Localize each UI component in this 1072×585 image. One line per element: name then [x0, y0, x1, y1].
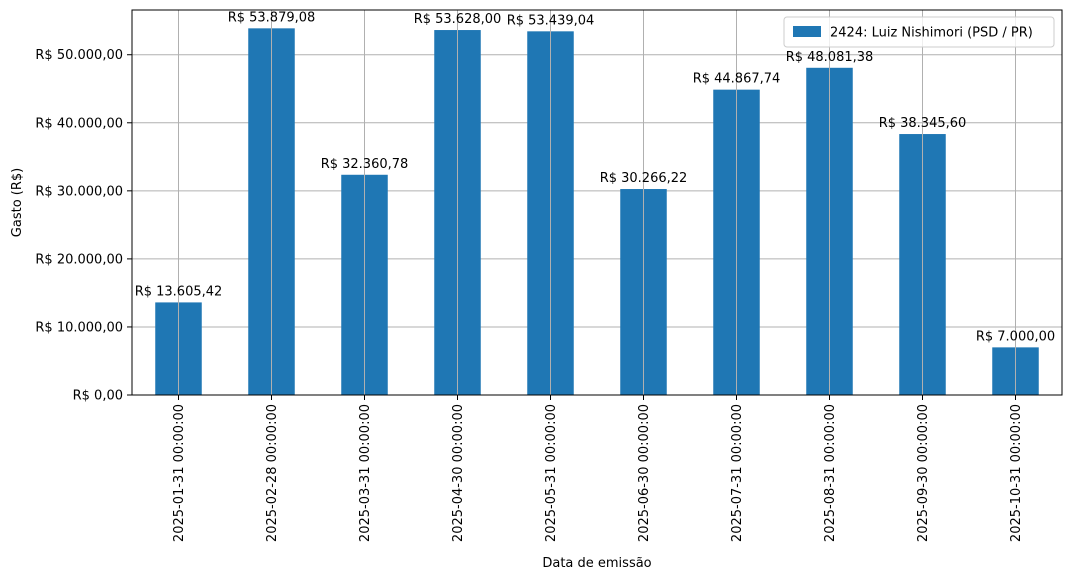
y-tick-label: R$ 30.000,00 [35, 184, 123, 199]
legend-label: 2424: Luiz Nishimori (PSD / PR) [830, 26, 1033, 41]
y-tick-label: R$ 10.000,00 [35, 320, 123, 335]
x-tick-label: 2025-01-31 00:00:00 [172, 404, 187, 542]
x-tick-label: 2025-02-28 00:00:00 [265, 404, 280, 542]
x-tick-label: 2025-10-31 00:00:00 [1009, 404, 1024, 542]
y-tick-label: R$ 20.000,00 [35, 252, 123, 267]
x-tick-label: 2025-05-31 00:00:00 [544, 404, 559, 542]
x-axis-title: Data de emissão [542, 556, 651, 571]
x-tick-label: 2025-06-30 00:00:00 [637, 404, 652, 542]
x-tick-label: 2025-04-30 00:00:00 [451, 404, 466, 542]
plot-frame [131, 9, 1063, 396]
x-tick-label: 2025-09-30 00:00:00 [916, 404, 931, 542]
data-label: R$ 53.628,00 [414, 12, 502, 27]
y-tick-label: R$ 0,00 [73, 389, 123, 404]
legend-swatch [793, 26, 821, 37]
x-tick-label: 2025-07-31 00:00:00 [730, 404, 745, 542]
y-tick-label: R$ 50.000,00 [35, 48, 123, 63]
data-label: R$ 44.867,74 [693, 72, 781, 87]
data-label: R$ 48.081,38 [786, 50, 874, 65]
x-tick-label: 2025-03-31 00:00:00 [358, 404, 373, 542]
data-label: R$ 53.439,04 [507, 13, 595, 28]
legend-box [783, 16, 1055, 48]
data-label: R$ 30.266,22 [600, 171, 688, 186]
data-label: R$ 32.360,78 [321, 157, 409, 172]
x-tick-label: 2025-08-31 00:00:00 [823, 404, 838, 542]
y-tick-label: R$ 40.000,00 [35, 116, 123, 131]
data-label: R$ 38.345,60 [879, 116, 967, 131]
data-label: R$ 13.605,42 [135, 284, 223, 299]
data-label: R$ 53.879,08 [228, 10, 316, 25]
y-axis-title: Gasto (R$) [10, 168, 25, 237]
data-label: R$ 7.000,00 [976, 329, 1055, 344]
